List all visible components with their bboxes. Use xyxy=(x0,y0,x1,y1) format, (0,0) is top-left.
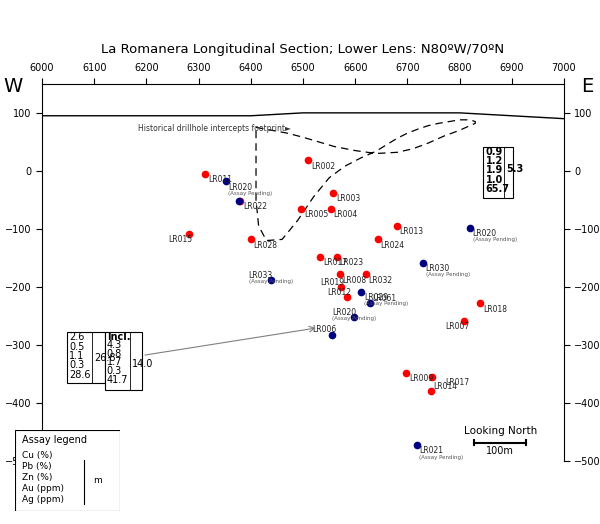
FancyBboxPatch shape xyxy=(104,332,142,390)
Text: LR020: LR020 xyxy=(229,183,253,192)
Text: (Assay Pending): (Assay Pending) xyxy=(332,316,376,321)
Text: 1.9: 1.9 xyxy=(486,166,503,176)
Text: LR018: LR018 xyxy=(483,304,507,313)
Text: LR004: LR004 xyxy=(333,210,358,219)
Text: LR029: LR029 xyxy=(364,293,388,302)
Text: LR011: LR011 xyxy=(208,175,232,184)
Text: 0.9: 0.9 xyxy=(486,147,503,157)
Text: Cu (%): Cu (%) xyxy=(22,451,53,460)
Text: LR028: LR028 xyxy=(253,241,277,250)
FancyBboxPatch shape xyxy=(15,430,120,511)
Text: LR020: LR020 xyxy=(332,308,356,317)
Text: 100m: 100m xyxy=(487,446,514,456)
Text: LR023: LR023 xyxy=(340,258,364,267)
Text: E: E xyxy=(581,77,593,96)
Text: 41.7: 41.7 xyxy=(107,375,128,385)
Text: LR024: LR024 xyxy=(380,241,404,250)
Text: LR020: LR020 xyxy=(473,229,497,238)
Text: LR019: LR019 xyxy=(321,278,345,287)
Text: W: W xyxy=(4,77,23,96)
Text: (Assay Pending): (Assay Pending) xyxy=(249,279,293,284)
Text: 0.3: 0.3 xyxy=(69,361,85,370)
Text: Au (ppm): Au (ppm) xyxy=(22,484,64,493)
Text: 65.7: 65.7 xyxy=(486,184,510,194)
Text: LR032: LR032 xyxy=(368,276,392,285)
Text: 0.3: 0.3 xyxy=(107,366,122,376)
Text: LR003: LR003 xyxy=(336,194,360,203)
Text: Historical drillhole intercepts footprint►: Historical drillhole intercepts footprin… xyxy=(137,124,290,133)
Text: 2.6: 2.6 xyxy=(69,333,85,343)
Text: 14.0: 14.0 xyxy=(132,359,153,369)
Text: LR012: LR012 xyxy=(328,288,352,297)
Text: 0.8: 0.8 xyxy=(107,349,122,359)
Text: LR021: LR021 xyxy=(419,446,443,455)
Text: 1.2: 1.2 xyxy=(486,156,503,166)
Text: 1.1: 1.1 xyxy=(69,351,85,361)
Text: LR013: LR013 xyxy=(400,227,424,236)
Text: (Assay Pending): (Assay Pending) xyxy=(425,272,470,277)
Text: (Assay Pending): (Assay Pending) xyxy=(229,191,272,196)
Text: Assay legend: Assay legend xyxy=(22,435,88,445)
Text: Pb (%): Pb (%) xyxy=(22,462,52,471)
Text: 5.3: 5.3 xyxy=(506,163,523,173)
Text: Zn (%): Zn (%) xyxy=(22,473,53,482)
Text: 28.6: 28.6 xyxy=(69,369,91,379)
Text: LR008: LR008 xyxy=(342,276,366,285)
Text: LR061: LR061 xyxy=(373,294,397,303)
Title: La Romanera Longitudinal Section; Lower Lens: N80ºW/70ºN: La Romanera Longitudinal Section; Lower … xyxy=(101,43,505,56)
Text: LR007: LR007 xyxy=(446,322,470,331)
Text: LR015: LR015 xyxy=(169,235,193,244)
Text: (Assay Pending): (Assay Pending) xyxy=(364,301,408,307)
Text: LR017: LR017 xyxy=(323,258,347,267)
Text: Looking North: Looking North xyxy=(464,426,537,436)
Text: LR017: LR017 xyxy=(446,378,470,387)
Text: 1.0: 1.0 xyxy=(486,174,503,184)
Text: LR005: LR005 xyxy=(304,210,328,219)
Text: (Assay Pending): (Assay Pending) xyxy=(473,237,517,243)
Text: m: m xyxy=(92,476,101,485)
Text: LR006: LR006 xyxy=(312,325,336,334)
Text: (Assay Pending): (Assay Pending) xyxy=(419,454,464,460)
Text: 1.7: 1.7 xyxy=(107,357,122,367)
Text: LR033: LR033 xyxy=(249,271,273,280)
Text: LR022: LR022 xyxy=(243,202,267,211)
FancyBboxPatch shape xyxy=(67,332,104,384)
Text: LR030: LR030 xyxy=(425,264,450,273)
Text: Incl.: Incl. xyxy=(107,332,130,342)
Text: LR009: LR009 xyxy=(409,374,433,383)
Text: Ag (ppm): Ag (ppm) xyxy=(22,495,64,504)
Text: 26.8: 26.8 xyxy=(94,353,116,363)
FancyBboxPatch shape xyxy=(483,147,514,198)
Text: 0.5: 0.5 xyxy=(69,342,85,352)
Text: 4.3: 4.3 xyxy=(107,340,122,350)
Text: LR014: LR014 xyxy=(433,383,458,391)
Text: LR002: LR002 xyxy=(311,162,335,171)
